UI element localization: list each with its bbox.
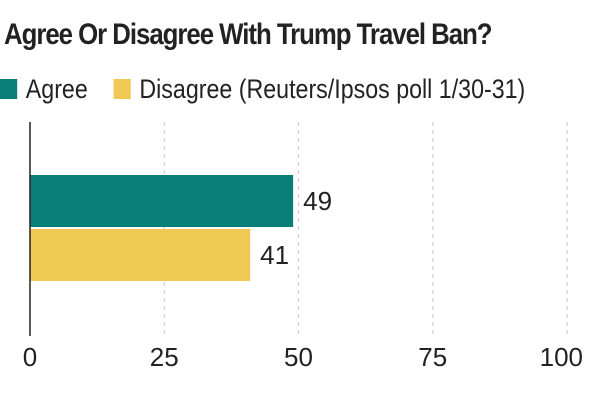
- legend-swatch-agree: [0, 79, 18, 99]
- chart-title: Agree Or Disagree With Trump Travel Ban?: [4, 18, 493, 51]
- legend-label-disagree: Disagree (Reuters/Ipsos poll 1/30-31): [139, 73, 526, 104]
- legend-swatch-disagree: [113, 79, 131, 99]
- x-tick-label: 50: [284, 342, 313, 372]
- x-tick-label: 0: [23, 342, 37, 372]
- x-tick-label: 100: [540, 342, 583, 372]
- legend-item-disagree: Disagree (Reuters/Ipsos poll 1/30-31): [113, 73, 526, 105]
- bar-disagree: [30, 229, 251, 281]
- bar-agree: [30, 175, 294, 227]
- x-tick-label: 25: [150, 342, 179, 372]
- legend-item-agree: Agree: [0, 74, 88, 105]
- data-label-agree: 49: [303, 186, 332, 216]
- legend-label-agree: Agree: [25, 73, 88, 104]
- legend: Agree Disagree (Reuters/Ipsos poll 1/30-…: [0, 74, 551, 104]
- data-label-disagree: 41: [260, 240, 289, 270]
- x-tick-label: 75: [418, 342, 447, 372]
